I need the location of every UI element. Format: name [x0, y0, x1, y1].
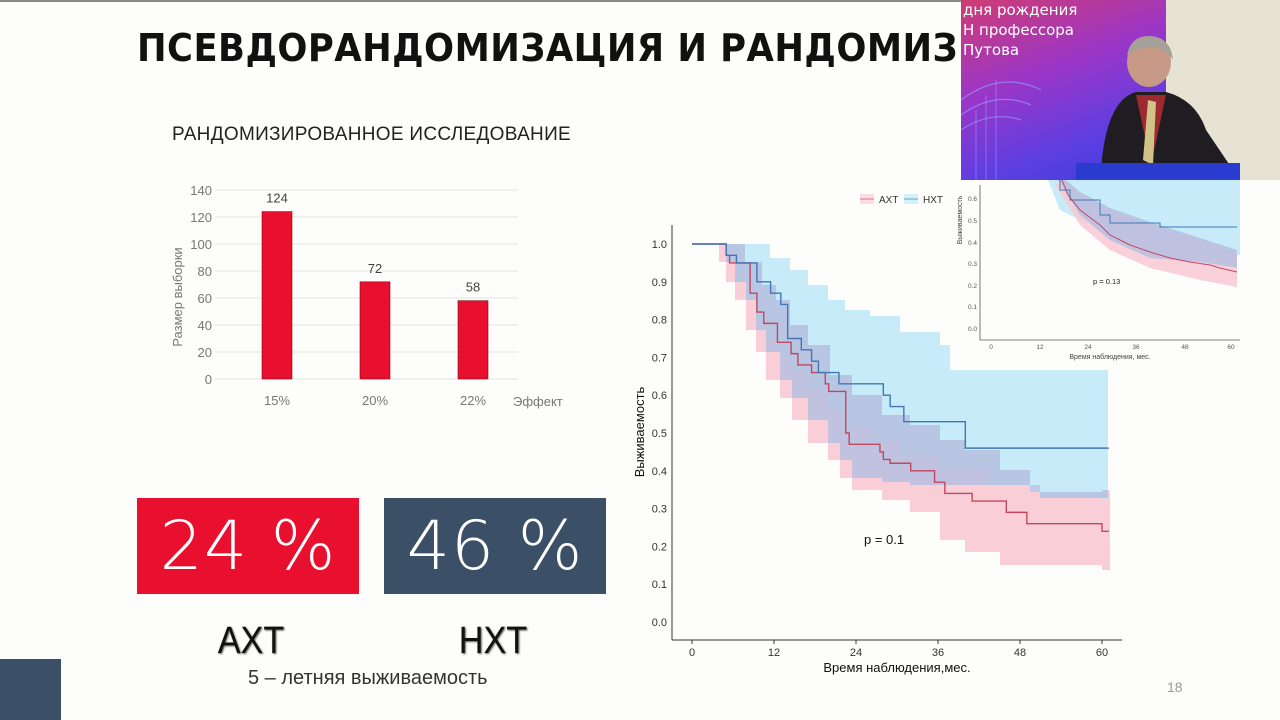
survival-caption: 5 – летняя выживаемость	[248, 667, 488, 689]
svg-text:20: 20	[198, 345, 212, 360]
speaker-video-overlay: дня рождения Н профессора Путова	[961, 0, 1280, 180]
svg-text:15%: 15%	[264, 393, 290, 408]
svg-text:36: 36	[1132, 344, 1140, 351]
svg-text:24: 24	[1084, 344, 1092, 351]
podium	[1076, 163, 1240, 180]
svg-text:60: 60	[1096, 647, 1108, 659]
bar-chart-y-ticks: 0 20 40 60 80 100 120 140	[190, 183, 212, 387]
svg-text:100: 100	[190, 237, 212, 252]
bar-chart-bars	[261, 211, 489, 380]
inset-x-label: Время наблюдения, мес.	[1069, 353, 1150, 361]
axt-group-label: АХТ	[217, 620, 285, 662]
km-y-ticks: 0.0 0.1 0.2 0.3 0.4 0.5 0.6 0.7 0.8 0.9 1.0	[652, 239, 667, 629]
svg-text:60: 60	[1227, 344, 1235, 351]
svg-text:0.2: 0.2	[968, 283, 977, 290]
svg-text:0.0: 0.0	[968, 326, 977, 333]
svg-text:24: 24	[850, 647, 862, 659]
km-legend: АХТ НХТ	[860, 194, 943, 206]
svg-text:40: 40	[198, 318, 212, 333]
nxt-survival-value: 46 %	[384, 498, 606, 594]
bar-chart-subtitle: РАНДОМИЗИРОВАННОЕ ИССЛЕДОВАНИЕ	[172, 124, 572, 145]
km-y-label: Выживаемость	[632, 386, 647, 477]
svg-text:0.4: 0.4	[968, 240, 977, 247]
bar	[261, 211, 293, 380]
axt-survival-curve	[692, 243, 1109, 532]
speaker-figure	[1101, 35, 1233, 170]
svg-text:0: 0	[989, 344, 993, 351]
svg-text:0: 0	[689, 647, 695, 659]
legend-nxt: НХТ	[923, 195, 943, 206]
svg-text:20%: 20%	[362, 393, 388, 408]
svg-text:0.5: 0.5	[968, 218, 977, 225]
km-x-ticks: 0 12 24 36 48 60	[689, 640, 1108, 659]
svg-text:124: 124	[266, 191, 288, 206]
svg-text:0.1: 0.1	[968, 304, 977, 311]
slide-top-border	[0, 0, 1280, 2]
svg-text:60: 60	[198, 291, 212, 306]
svg-text:140: 140	[190, 183, 212, 198]
svg-text:0: 0	[205, 372, 212, 387]
overlap-confidence-band	[726, 244, 1108, 498]
decorative-corner-block	[0, 659, 61, 720]
svg-text:12: 12	[768, 647, 780, 659]
bar-chart-x-ticks: 15% 20% 22%	[264, 393, 486, 408]
svg-text:0.3: 0.3	[652, 504, 667, 516]
banner-arc-decoration	[961, 80, 1042, 180]
svg-text:80: 80	[198, 264, 212, 279]
svg-text:0.8: 0.8	[652, 315, 667, 327]
svg-text:0.0: 0.0	[652, 617, 667, 629]
bar-chart-x-label: Эффект	[513, 394, 563, 409]
kaplan-meier-chart: 0.0 0.1 0.2 0.3 0.4 0.5 0.6 0.7 0.8 0.9 1.0 0 12 24 3…	[632, 194, 1122, 675]
legend-axt: АХТ	[879, 195, 898, 206]
svg-text:120: 120	[190, 210, 212, 225]
slide-title: ПСЕВДОРАНДОМИЗАЦИЯ И РАНДОМИЗ	[137, 26, 959, 70]
svg-text:0.4: 0.4	[652, 466, 667, 478]
svg-text:12: 12	[1036, 344, 1044, 351]
bar	[457, 300, 489, 380]
km-x-label: Время наблюдения,мес.	[823, 660, 970, 675]
bar-chart-y-label: Размер выборки	[170, 247, 185, 346]
svg-text:0.5: 0.5	[652, 428, 667, 440]
svg-text:0.7: 0.7	[652, 352, 667, 364]
svg-text:72: 72	[368, 261, 382, 276]
svg-text:22%: 22%	[460, 393, 486, 408]
sample-size-bar-chart: 0 20 40 60 80 100 120 140 124 72 58 15% 20% 22% Эфф…	[170, 183, 563, 409]
page-number: 18	[1167, 679, 1183, 695]
svg-text:1.0: 1.0	[652, 239, 667, 251]
svg-text:58: 58	[466, 280, 480, 295]
inset-p-value: p = 0.13	[1093, 277, 1120, 286]
svg-text:48: 48	[1014, 647, 1026, 659]
svg-text:36: 36	[932, 647, 944, 659]
svg-text:0.1: 0.1	[652, 579, 667, 591]
nxt-survival-curve	[692, 243, 1109, 449]
kaplan-meier-inset-chart: 0.6 0.5 0.4 0.3 0.2 0.1 0.0 0 12 24 36 48 60 Врем…	[950, 180, 1250, 370]
nxt-confidence-band	[726, 244, 1108, 500]
svg-text:0.6: 0.6	[968, 196, 977, 203]
svg-text:0.3: 0.3	[968, 261, 977, 268]
axt-confidence-band	[719, 244, 1110, 570]
bar-chart-data-labels: 124 72 58	[266, 191, 480, 295]
svg-text:48: 48	[1181, 344, 1189, 351]
svg-text:0.2: 0.2	[652, 541, 667, 553]
bar	[359, 281, 391, 380]
inset-y-label: Выживаемость	[957, 195, 964, 244]
svg-text:0.9: 0.9	[652, 277, 667, 289]
svg-text:0.6: 0.6	[652, 390, 667, 402]
axt-survival-value: 24 %	[137, 498, 359, 594]
km-p-value: p = 0.1	[864, 532, 904, 547]
conference-banner-text: дня рождения Н профессора Путова	[963, 1, 1078, 59]
nxt-group-label: НХТ	[458, 620, 528, 662]
